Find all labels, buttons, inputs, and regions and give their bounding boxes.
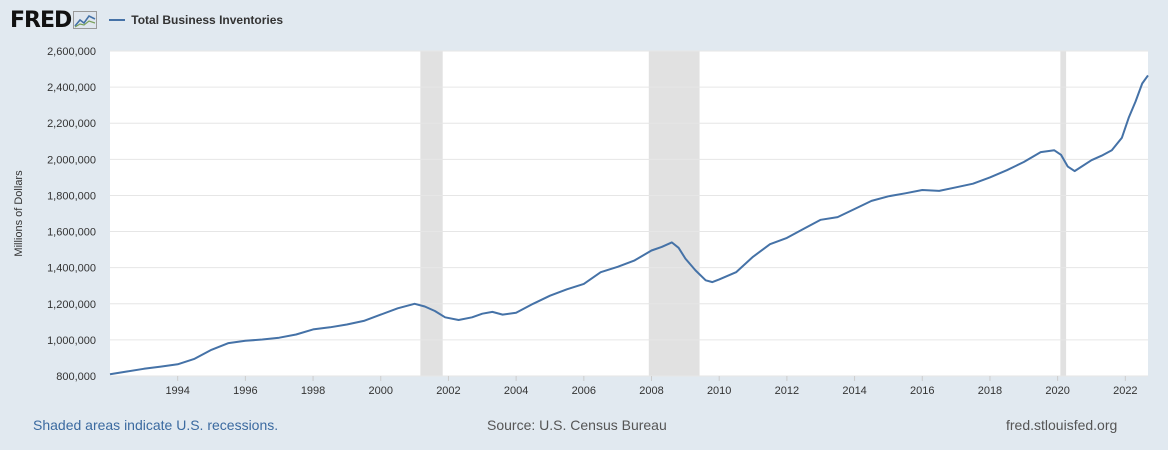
legend-series-label: Total Business Inventories — [131, 13, 284, 27]
x-tick-label: 2022 — [1113, 385, 1137, 397]
x-tick-label: 2006 — [572, 385, 596, 397]
x-tick-label: 2014 — [842, 385, 866, 397]
gridlines — [110, 50, 1148, 377]
x-tick-label: 2002 — [436, 385, 460, 397]
y-tick-label: 2,400,000 — [47, 82, 96, 94]
y-tick-label: 1,600,000 — [47, 227, 96, 239]
recession-shading — [420, 51, 1067, 376]
recession-note-link[interactable]: Shaded areas indicate U.S. recessions. — [33, 417, 279, 433]
recession-band — [1060, 51, 1067, 376]
y-tick-label: 800,000 — [56, 371, 96, 383]
source-text: Source: U.S. Census Bureau — [487, 417, 667, 433]
y-tick-label: 1,800,000 — [47, 190, 96, 202]
y-tick-label: 1,000,000 — [47, 335, 96, 347]
y-tick-label: 2,200,000 — [47, 118, 96, 130]
x-tick-label: 2010 — [707, 385, 731, 397]
x-tick-label: 2016 — [910, 385, 934, 397]
series-layer — [109, 74, 1149, 376]
x-axis-tick-labels: 1994 1996 1998 2000 2002 2004 2006 2008 2010 2012… — [165, 376, 1138, 397]
x-tick-label: 2020 — [1045, 385, 1069, 397]
plot-area — [110, 51, 1148, 376]
chart-graph-icon — [73, 11, 98, 29]
chart-legend: Total Business Inventories — [109, 13, 283, 27]
fred-logo-text: FRED — [10, 7, 72, 33]
series-line-total-business-inventories — [109, 74, 1149, 376]
site-url[interactable]: fred.stlouisfed.org — [1006, 417, 1118, 433]
recession-band — [420, 51, 443, 376]
y-tick-label: 1,400,000 — [47, 263, 96, 275]
y-tick-label: 2,000,000 — [47, 154, 96, 166]
x-tick-label: 2000 — [369, 385, 393, 397]
fred-logo[interactable]: FRED — [10, 7, 98, 33]
x-tick-label: 1996 — [233, 385, 257, 397]
x-tick-label: 1998 — [301, 385, 325, 397]
x-tick-label: 2012 — [775, 385, 799, 397]
x-tick-label: 2004 — [504, 385, 528, 397]
x-tick-label: 2008 — [639, 385, 663, 397]
recession-band — [648, 51, 700, 376]
x-tick-label: 2018 — [978, 385, 1002, 397]
chart-header: FRED Total Business Inventories — [10, 6, 283, 34]
x-tick-label: 1994 — [165, 385, 189, 397]
legend-line-swatch — [109, 19, 126, 21]
y-axis-tick-labels: 800,000 1,000,000 1,200,000 1,400,000 1,600,… — [47, 46, 96, 383]
y-tick-label: 2,600,000 — [47, 46, 96, 58]
y-axis-label: Millions of Dollars — [13, 170, 25, 257]
y-tick-label: 1,200,000 — [47, 299, 96, 311]
